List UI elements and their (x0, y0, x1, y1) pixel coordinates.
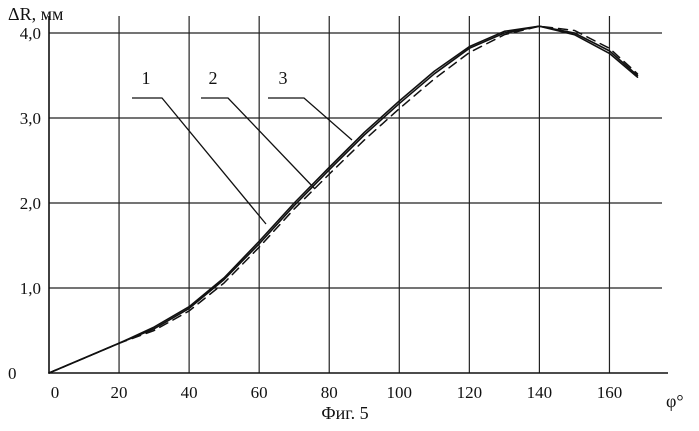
y-tick-label: 4,0 (20, 24, 41, 43)
figure-caption: Фиг. 5 (321, 403, 368, 423)
x-tick-label: 120 (457, 383, 483, 402)
series-line-3 (49, 26, 637, 373)
labels-layer: 0 20 40 60 80 100 120 140 160 0 1,0 2,0 3,0 4,0 1 2 3 (8, 24, 622, 402)
series-label-1: 1 (142, 68, 151, 88)
y-tick-label: 3,0 (20, 109, 41, 128)
x-tick-label: 40 (181, 383, 198, 402)
series-line-2 (49, 26, 637, 373)
x-tick-label: 160 (597, 383, 623, 402)
x-tick-label: 100 (387, 383, 413, 402)
x-tick-label: 60 (251, 383, 268, 402)
series-label-2: 2 (209, 68, 218, 88)
y-axis-label: ΔR, мм (8, 4, 63, 24)
series-layer (49, 26, 637, 373)
x-tick-label: 0 (51, 383, 60, 402)
series-label-3: 3 (279, 68, 288, 88)
y-tick-label: 1,0 (20, 279, 41, 298)
x-tick-label: 80 (321, 383, 338, 402)
series-leader-3 (268, 98, 352, 140)
y-tick-label: 0 (8, 364, 17, 383)
y-tick-label: 2,0 (20, 194, 41, 213)
x-tick-label: 20 (111, 383, 128, 402)
series-line-1 (49, 26, 637, 373)
x-axis-label: φ° (666, 391, 684, 411)
x-tick-label: 140 (527, 383, 553, 402)
series-leader-2 (201, 98, 315, 189)
